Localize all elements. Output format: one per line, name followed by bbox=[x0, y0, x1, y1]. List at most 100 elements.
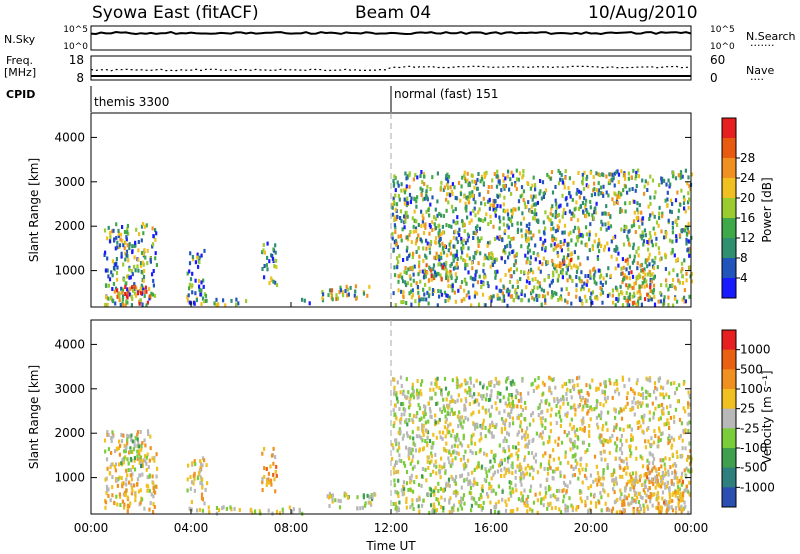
data-cell bbox=[487, 494, 490, 499]
data-cell bbox=[566, 278, 569, 283]
data-cell bbox=[563, 223, 567, 228]
data-cell bbox=[400, 488, 403, 493]
data-cell bbox=[646, 377, 650, 382]
data-cell bbox=[631, 471, 634, 476]
data-cell bbox=[124, 292, 127, 296]
data-cell bbox=[120, 254, 123, 259]
data-cell bbox=[646, 506, 650, 511]
data-cell bbox=[631, 260, 634, 265]
data-cell bbox=[148, 507, 151, 512]
data-cell bbox=[112, 281, 115, 286]
data-cell bbox=[519, 404, 523, 409]
data-cell bbox=[619, 438, 622, 443]
data-cell bbox=[411, 293, 414, 298]
x-axis-ticks: 00:00 04:00 08:00 12:00 16:00 20:00 00:00 bbox=[74, 302, 708, 535]
data-cell bbox=[478, 274, 481, 279]
data-cell bbox=[532, 194, 535, 199]
data-cell bbox=[128, 504, 131, 509]
data-cell bbox=[585, 225, 588, 230]
data-cell bbox=[116, 294, 119, 299]
noise-left-tick-bottom: 10^0 bbox=[63, 42, 88, 52]
data-cell bbox=[423, 268, 426, 273]
data-cell bbox=[494, 210, 497, 215]
data-cell bbox=[653, 260, 656, 265]
data-cell bbox=[564, 211, 567, 216]
data-cell bbox=[583, 426, 586, 430]
data-cell bbox=[392, 502, 395, 506]
data-cell bbox=[548, 375, 551, 380]
data-cell bbox=[510, 410, 513, 414]
data-cell bbox=[647, 477, 650, 482]
data-cell bbox=[464, 416, 467, 420]
data-cell bbox=[429, 396, 432, 401]
data-cell bbox=[571, 385, 574, 390]
data-cell bbox=[133, 291, 136, 296]
data-cell bbox=[655, 236, 658, 241]
data-cell bbox=[473, 185, 476, 190]
data-cell bbox=[451, 378, 454, 383]
data-cell bbox=[420, 382, 423, 387]
data-cell bbox=[611, 473, 614, 478]
data-cell bbox=[536, 470, 539, 475]
data-cell bbox=[602, 423, 605, 428]
data-cell bbox=[438, 243, 441, 248]
data-cell bbox=[531, 451, 534, 456]
data-cell bbox=[649, 285, 652, 290]
data-cell bbox=[152, 283, 155, 288]
data-cell bbox=[625, 456, 628, 461]
data-cell bbox=[646, 272, 650, 277]
data-cell bbox=[577, 476, 580, 481]
data-cell bbox=[398, 197, 401, 202]
data-cell bbox=[667, 295, 670, 300]
data-cell bbox=[597, 268, 600, 273]
data-cell bbox=[528, 260, 531, 265]
data-cell bbox=[371, 494, 374, 499]
data-cell bbox=[139, 261, 143, 265]
data-cell bbox=[674, 490, 677, 495]
data-cell bbox=[449, 269, 452, 274]
data-cell bbox=[129, 501, 132, 506]
data-cell bbox=[434, 459, 437, 464]
data-cell bbox=[203, 248, 206, 253]
data-cell bbox=[630, 433, 633, 438]
data-cell bbox=[403, 412, 406, 417]
data-cell bbox=[473, 441, 477, 446]
data-cell bbox=[560, 248, 563, 253]
data-cell bbox=[110, 295, 113, 300]
data-cell bbox=[500, 430, 503, 435]
data-cell bbox=[599, 382, 602, 387]
data-cell bbox=[420, 297, 423, 302]
data-cell bbox=[623, 224, 626, 229]
data-cell bbox=[364, 503, 367, 508]
data-cell bbox=[676, 299, 679, 304]
data-cell bbox=[677, 173, 680, 178]
data-cell bbox=[106, 236, 109, 241]
data-cell bbox=[421, 180, 424, 184]
data-cell bbox=[418, 448, 421, 453]
data-cell bbox=[106, 268, 109, 273]
data-cell bbox=[405, 176, 408, 181]
data-cell bbox=[558, 264, 561, 268]
data-cell bbox=[136, 482, 139, 486]
data-cell bbox=[470, 260, 474, 265]
data-cell bbox=[442, 397, 445, 402]
data-cell bbox=[475, 465, 478, 470]
data-cell bbox=[536, 285, 539, 290]
data-cell bbox=[496, 395, 499, 400]
data-cell bbox=[560, 173, 563, 178]
data-cell bbox=[462, 456, 465, 461]
data-cell bbox=[196, 255, 199, 260]
data-cell bbox=[532, 418, 535, 423]
data-cell bbox=[673, 419, 676, 424]
data-cell bbox=[548, 283, 551, 288]
data-cell bbox=[624, 258, 627, 263]
data-cell bbox=[552, 377, 555, 382]
data-cell bbox=[541, 262, 544, 267]
data-cell bbox=[130, 477, 133, 482]
data-cell bbox=[126, 433, 129, 438]
data-cell bbox=[506, 243, 509, 248]
data-cell bbox=[615, 510, 618, 515]
data-cell bbox=[611, 288, 614, 293]
data-cell bbox=[663, 178, 666, 183]
data-cell bbox=[556, 466, 560, 471]
